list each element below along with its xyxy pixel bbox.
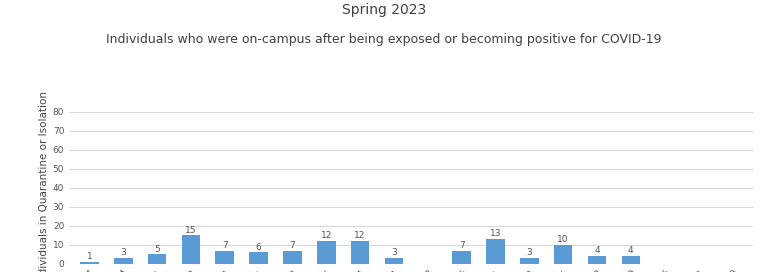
- Bar: [520, 258, 538, 264]
- Bar: [588, 256, 606, 264]
- Bar: [283, 251, 302, 264]
- Bar: [147, 254, 167, 264]
- Bar: [621, 256, 641, 264]
- Text: 7: 7: [290, 241, 296, 250]
- Bar: [554, 245, 572, 264]
- Text: Spring 2023: Spring 2023: [342, 3, 426, 17]
- Text: 3: 3: [121, 248, 126, 257]
- Bar: [385, 258, 403, 264]
- Text: 12: 12: [320, 231, 332, 240]
- Bar: [486, 239, 505, 264]
- Bar: [452, 251, 471, 264]
- Text: 5: 5: [154, 245, 160, 254]
- Bar: [351, 241, 369, 264]
- Bar: [80, 262, 99, 264]
- Text: 3: 3: [526, 248, 532, 257]
- Text: 4: 4: [628, 246, 634, 255]
- Text: Individuals who were on-campus after being exposed or becoming positive for COVI: Individuals who were on-campus after bei…: [106, 33, 662, 46]
- Text: 7: 7: [458, 241, 465, 250]
- Bar: [250, 252, 268, 264]
- Bar: [114, 258, 133, 264]
- Text: 6: 6: [256, 243, 261, 252]
- Text: 3: 3: [391, 248, 397, 257]
- Text: 15: 15: [185, 225, 197, 234]
- Bar: [216, 251, 234, 264]
- Text: 4: 4: [594, 246, 600, 255]
- Text: 7: 7: [222, 241, 227, 250]
- Text: 1: 1: [87, 252, 92, 261]
- Text: 10: 10: [558, 235, 569, 244]
- Text: 13: 13: [490, 229, 502, 238]
- Text: 12: 12: [355, 231, 366, 240]
- Y-axis label: Individuals in Quarantine or Isolation: Individuals in Quarantine or Isolation: [38, 91, 48, 272]
- Bar: [317, 241, 336, 264]
- Bar: [181, 235, 200, 264]
